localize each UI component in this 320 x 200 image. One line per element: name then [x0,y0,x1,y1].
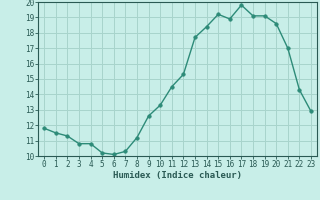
X-axis label: Humidex (Indice chaleur): Humidex (Indice chaleur) [113,171,242,180]
